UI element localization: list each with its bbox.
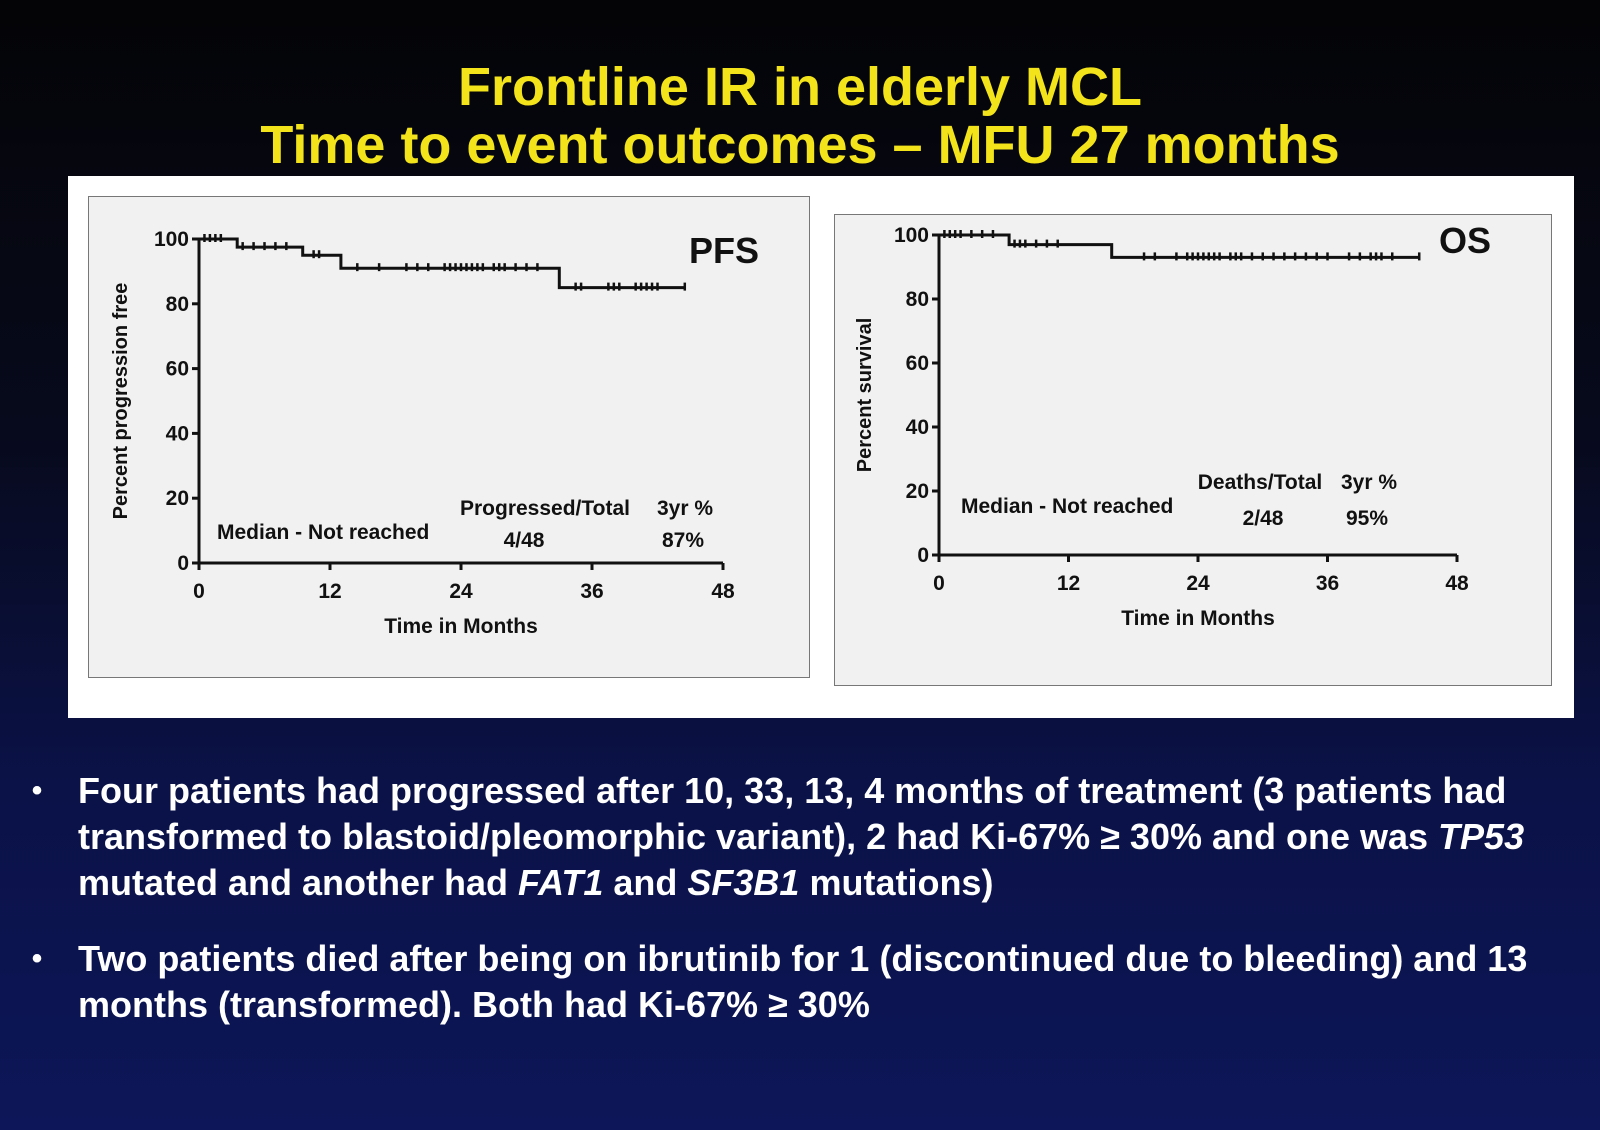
pfs-rate-value: 87% bbox=[662, 529, 704, 552]
os-y-tick-label: 80 bbox=[906, 288, 929, 311]
pfs-y-tick-label: 100 bbox=[154, 228, 189, 251]
pfs-y-tick-label: 80 bbox=[166, 293, 189, 316]
bullet-progression-text-4: mutations) bbox=[799, 862, 994, 903]
pfs-chart-frame: 0 20 40 60 80 100 0 12 24 36 48 Time in Months Perce… bbox=[88, 196, 810, 678]
os-x-axis-label: Time in Months bbox=[1121, 607, 1275, 630]
pfs-survival-curve bbox=[199, 237, 685, 290]
pfs-y-tick-label: 60 bbox=[166, 358, 189, 381]
os-x-tick-label: 0 bbox=[933, 572, 945, 595]
bullet-progression-text-3: and bbox=[603, 862, 688, 903]
os-y-tick-label: 40 bbox=[906, 416, 929, 439]
pfs-y-tick-label: 20 bbox=[166, 487, 189, 510]
os-rate-value: 95% bbox=[1346, 507, 1388, 530]
pfs-x-tick-label: 12 bbox=[318, 580, 341, 603]
os-chart-frame: 0 20 40 60 80 100 0 12 24 36 48 Time in Months Perce… bbox=[834, 214, 1552, 686]
pfs-panel-label: PFS bbox=[689, 230, 759, 271]
gene-fat1: FAT1 bbox=[518, 862, 604, 903]
bullet-dot: • bbox=[31, 942, 43, 975]
os-y-tick-label: 20 bbox=[906, 480, 929, 503]
pfs-events-header: Progressed/Total bbox=[460, 497, 630, 520]
pfs-x-tick-label: 0 bbox=[193, 580, 205, 603]
os-events-value: 2/48 bbox=[1243, 507, 1284, 530]
bullet-deaths: • Two patients died after being on ibrut… bbox=[20, 936, 1580, 1028]
bullet-progression-text-1: Four patients had progressed after 10, 3… bbox=[78, 770, 1507, 857]
os-survival-curve bbox=[939, 233, 1420, 259]
pfs-median-note: Median - Not reached bbox=[217, 521, 429, 544]
bullet-list: • Four patients had progressed after 10,… bbox=[20, 768, 1580, 1058]
os-chart: 0 20 40 60 80 100 0 12 24 36 48 Time in Months Perce… bbox=[854, 220, 1491, 630]
slide-title-line1: Frontline IR in elderly MCL bbox=[457, 57, 1143, 117]
os-rate-header: 3yr % bbox=[1341, 471, 1397, 494]
os-x-tick-label: 12 bbox=[1057, 572, 1080, 595]
pfs-chart: 0 20 40 60 80 100 0 12 24 36 48 Time in Months Perce… bbox=[110, 228, 759, 638]
charts-panel: 0 20 40 60 80 100 0 12 24 36 48 Time in Months Perce… bbox=[68, 176, 1574, 718]
os-x-tick-label: 48 bbox=[1445, 572, 1469, 595]
gene-tp53: TP53 bbox=[1438, 816, 1525, 857]
gene-sf3b1: SF3B1 bbox=[687, 862, 800, 903]
os-x-tick-label: 36 bbox=[1316, 572, 1339, 595]
os-y-tick-label: 0 bbox=[917, 544, 929, 567]
os-panel-label: OS bbox=[1439, 220, 1491, 261]
pfs-y-tick-label: 0 bbox=[177, 552, 189, 575]
pfs-x-axis-label: Time in Months bbox=[384, 615, 538, 638]
os-x-tick-label: 24 bbox=[1186, 572, 1210, 595]
bullet-deaths-text: Two patients died after being on ibrutin… bbox=[78, 938, 1528, 1025]
pfs-y-tick-label: 40 bbox=[166, 422, 189, 445]
pfs-events-value: 4/48 bbox=[504, 529, 545, 552]
bullet-progression-text-2: mutated and another had bbox=[78, 862, 519, 903]
bullet-progression: • Four patients had progressed after 10,… bbox=[20, 768, 1580, 906]
pfs-rate-header: 3yr % bbox=[657, 497, 713, 520]
slide-title-line2: Time to event outcomes – MFU 27 months bbox=[260, 115, 1340, 175]
os-y-tick-label: 100 bbox=[894, 224, 929, 247]
os-y-axis-label: Percent survival bbox=[854, 318, 876, 473]
pfs-x-tick-label: 48 bbox=[711, 580, 735, 603]
os-events-header: Deaths/Total bbox=[1198, 471, 1322, 494]
pfs-y-axis-label: Percent progression free bbox=[110, 283, 132, 520]
os-y-tick-label: 60 bbox=[906, 352, 929, 375]
pfs-x-tick-label: 36 bbox=[580, 580, 603, 603]
os-median-note: Median - Not reached bbox=[961, 495, 1173, 518]
bullet-dot: • bbox=[31, 774, 43, 807]
pfs-x-tick-label: 24 bbox=[449, 580, 473, 603]
